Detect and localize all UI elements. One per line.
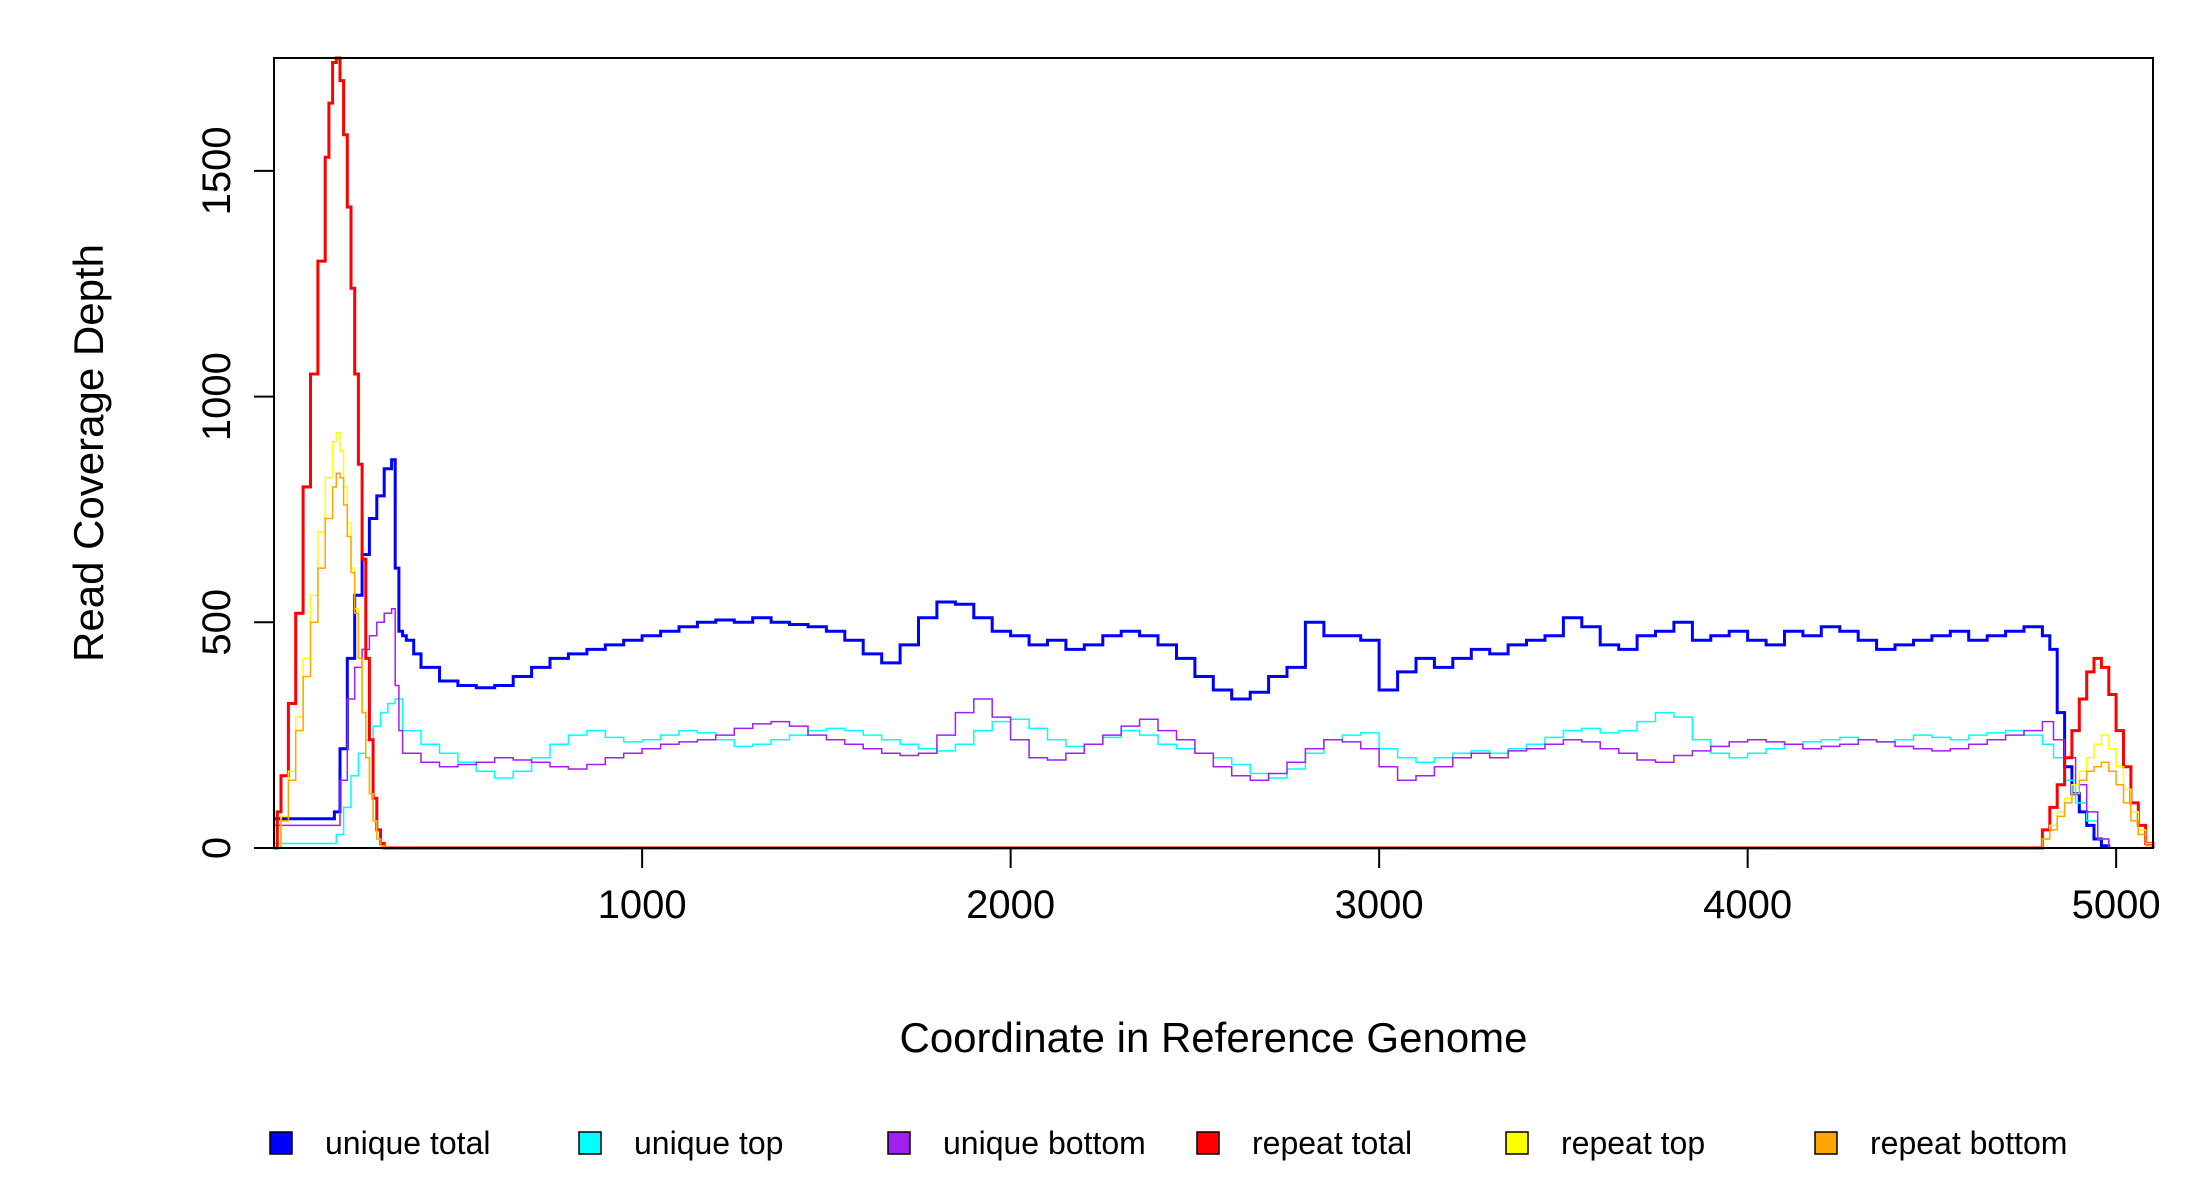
x-axis: 1000 2000 3000 4000 5000 <box>598 847 2161 927</box>
legend-swatch-unique-total <box>269 1131 293 1155</box>
series-line-unique-bottom <box>274 607 2110 848</box>
y-tick-label: 500 <box>195 589 239 656</box>
x-axis-title: Coordinate in Reference Genome <box>899 1014 1527 1061</box>
legend: unique total unique top unique bottom repea… <box>269 1125 2067 1161</box>
series-line-unique-total <box>274 458 2111 848</box>
legend-label-repeat-bottom: repeat bottom <box>1870 1125 2067 1161</box>
series-line-unique-top <box>274 698 2110 848</box>
y-tick-label: 1000 <box>195 352 239 441</box>
x-tick-label: 2000 <box>966 883 1055 927</box>
x-tick-label: 3000 <box>1335 883 1424 927</box>
x-tick-label: 1000 <box>598 883 687 927</box>
legend-label-unique-top: unique top <box>634 1125 783 1161</box>
legend-label-repeat-total: repeat total <box>1252 1125 1412 1161</box>
x-tick-label: 4000 <box>1703 883 1792 927</box>
y-tick-label: 1500 <box>195 126 239 215</box>
x-tick-label: 5000 <box>2072 883 2161 927</box>
y-tick-label: 0 <box>195 837 239 859</box>
series-line-repeat-bottom <box>274 472 2154 849</box>
legend-swatch-unique-top <box>578 1131 602 1155</box>
legend-swatch-unique-bottom <box>887 1131 911 1155</box>
series-line-repeat-total <box>274 56 2155 850</box>
legend-swatch-repeat-top <box>1505 1131 1529 1155</box>
legend-swatch-repeat-total <box>1196 1131 1220 1155</box>
y-axis-title: Read Coverage Depth <box>65 244 112 662</box>
y-axis: 0 500 1000 1500 <box>195 126 275 859</box>
legend-label-unique-bottom: unique bottom <box>943 1125 1146 1161</box>
series-layer <box>274 56 2155 850</box>
legend-label-unique-total: unique total <box>325 1125 490 1161</box>
legend-swatch-repeat-bottom <box>1814 1131 1838 1155</box>
legend-label-repeat-top: repeat top <box>1561 1125 1705 1161</box>
